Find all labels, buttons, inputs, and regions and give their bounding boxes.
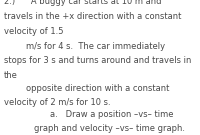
Text: graph and velocity –vs– time graph.: graph and velocity –vs– time graph.	[34, 124, 185, 133]
Text: travels in the +x direction with a constant: travels in the +x direction with a const…	[4, 12, 181, 21]
Text: velocity of 2 m/s for 10 s.: velocity of 2 m/s for 10 s.	[4, 98, 111, 107]
Text: 2.)      A buggy car starts at 10 m and: 2.) A buggy car starts at 10 m and	[4, 0, 162, 6]
Text: opposite direction with a constant: opposite direction with a constant	[26, 84, 169, 93]
Text: the: the	[4, 71, 18, 80]
Text: a.   Draw a position –vs– time: a. Draw a position –vs– time	[50, 110, 174, 119]
Text: velocity of 1.5: velocity of 1.5	[4, 27, 64, 36]
Text: stops for 3 s and turns around and travels in: stops for 3 s and turns around and trave…	[4, 56, 191, 65]
Text: m/s for 4 s.  The car immediately: m/s for 4 s. The car immediately	[26, 42, 165, 51]
